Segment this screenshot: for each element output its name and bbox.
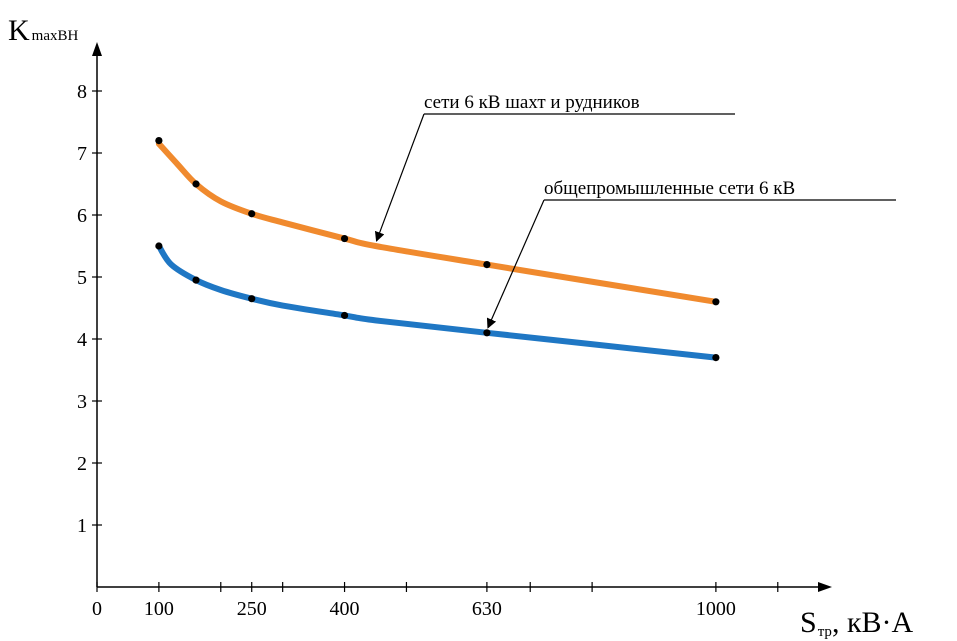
y-tick-label: 7 <box>77 143 87 165</box>
data-point <box>340 311 349 320</box>
x-tick-label: 1000 <box>696 598 736 620</box>
x-tick-label: 100 <box>144 598 174 620</box>
x-axis-title-sub: тр <box>818 624 832 640</box>
y-tick-label: 1 <box>77 515 87 537</box>
series-line <box>155 140 719 305</box>
y-tick-label: 5 <box>77 267 87 289</box>
y-axis-arrow <box>92 42 102 56</box>
data-point <box>248 210 256 218</box>
annotation-label: сети 6 кВ шахт и рудников <box>424 92 640 113</box>
y-axis-title-main: K <box>8 14 30 47</box>
x-axis-title: Sтр, кВ·А <box>800 606 914 640</box>
x-axis-arrow <box>818 582 832 592</box>
x-tick-label: 250 <box>237 598 267 620</box>
y-ticks: 1 2 3 4 5 6 7 8 <box>77 81 102 537</box>
x-axis-title-unit: , кВ·А <box>832 606 914 639</box>
data-point <box>248 295 256 303</box>
annotation-arrow <box>374 113 425 242</box>
y-tick-label: 6 <box>77 205 87 227</box>
series-1 <box>155 137 720 306</box>
data-point <box>155 242 163 250</box>
y-tick-label: 2 <box>77 453 87 475</box>
data-point <box>712 298 720 306</box>
annotation-arrow <box>486 199 545 329</box>
x-tick-label: 400 <box>330 598 360 620</box>
data-point <box>483 261 491 269</box>
y-tick-label: 3 <box>77 391 87 413</box>
x-axis-title-main: S <box>800 606 817 639</box>
y-tick-label: 8 <box>77 81 87 103</box>
axes <box>92 42 832 592</box>
annotation-2: общепромышленные сети 6 кВ <box>486 178 896 329</box>
data-point <box>712 354 720 362</box>
series-2 <box>155 242 720 362</box>
data-point <box>192 276 200 284</box>
x-ticks: 0 100 250 400 630 1000 <box>92 582 779 620</box>
series-layer <box>155 137 720 362</box>
annotations: сети 6 кВ шахт и рудников общепромышленны… <box>374 92 896 329</box>
data-point <box>192 180 200 188</box>
x-tick-label: 0 <box>92 598 102 620</box>
data-point <box>340 234 349 243</box>
y-axis-title-sub: maxВН <box>32 28 79 44</box>
annotation-label: общепромышленные сети 6 кВ <box>544 178 795 199</box>
x-tick-label: 630 <box>472 598 502 620</box>
y-tick-label: 4 <box>77 329 87 351</box>
series-line <box>155 243 719 361</box>
data-point <box>155 137 163 145</box>
data-point <box>483 329 491 337</box>
annotation-1: сети 6 кВ шахт и рудников <box>374 92 735 242</box>
